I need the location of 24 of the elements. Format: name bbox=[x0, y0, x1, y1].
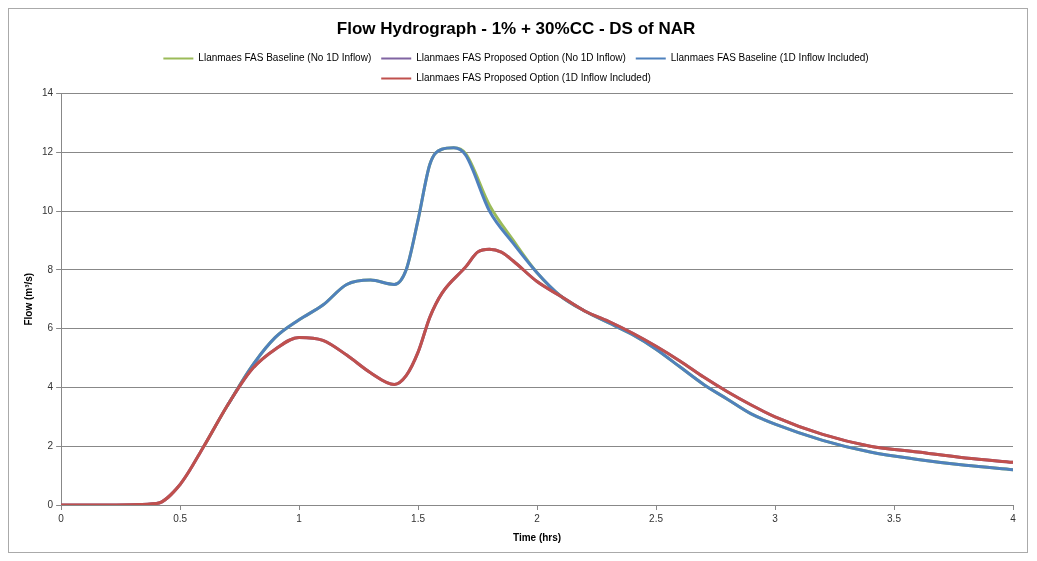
x-tick-label: 1 bbox=[296, 512, 303, 524]
legend-label: Llanmaes FAS Baseline (1D Inflow Included) bbox=[670, 52, 869, 64]
y-tick-label: 12 bbox=[42, 145, 54, 157]
x-tick-label: 3 bbox=[772, 512, 779, 524]
x-tick-label: 0.5 bbox=[173, 512, 188, 524]
x-tick-label: 4 bbox=[1010, 512, 1017, 524]
x-tick-label: 3.5 bbox=[887, 512, 902, 524]
y-tick-label: 4 bbox=[47, 381, 54, 393]
y-tick-label: 8 bbox=[47, 263, 54, 275]
y-tick-label: 6 bbox=[47, 322, 54, 334]
y-tick-label: 14 bbox=[42, 87, 54, 99]
x-tick-label: 2 bbox=[534, 512, 541, 524]
y-tick-label: 10 bbox=[42, 204, 54, 216]
legend-label: Llanmaes FAS Proposed Option (No 1D Inflow) bbox=[416, 52, 626, 64]
y-tick-label: 0 bbox=[47, 498, 54, 510]
x-tick-label: 2.5 bbox=[649, 512, 664, 524]
y-tick-label: 2 bbox=[47, 439, 54, 451]
chart-title: Flow Hydrograph - 1% + 30%CC - DS of NAR bbox=[336, 18, 696, 38]
legend-label: Llanmaes FAS Proposed Option (1D Inflow Included) bbox=[416, 72, 651, 84]
x-tick-label: 1.5 bbox=[411, 512, 426, 524]
x-tick-label: 0 bbox=[58, 512, 65, 524]
legend-label: Llanmaes FAS Baseline (No 1D Inflow) bbox=[198, 52, 372, 64]
x-axis-title: Time (hrs) bbox=[512, 531, 562, 543]
y-axis-title: Flow (m³/s) bbox=[22, 272, 34, 326]
